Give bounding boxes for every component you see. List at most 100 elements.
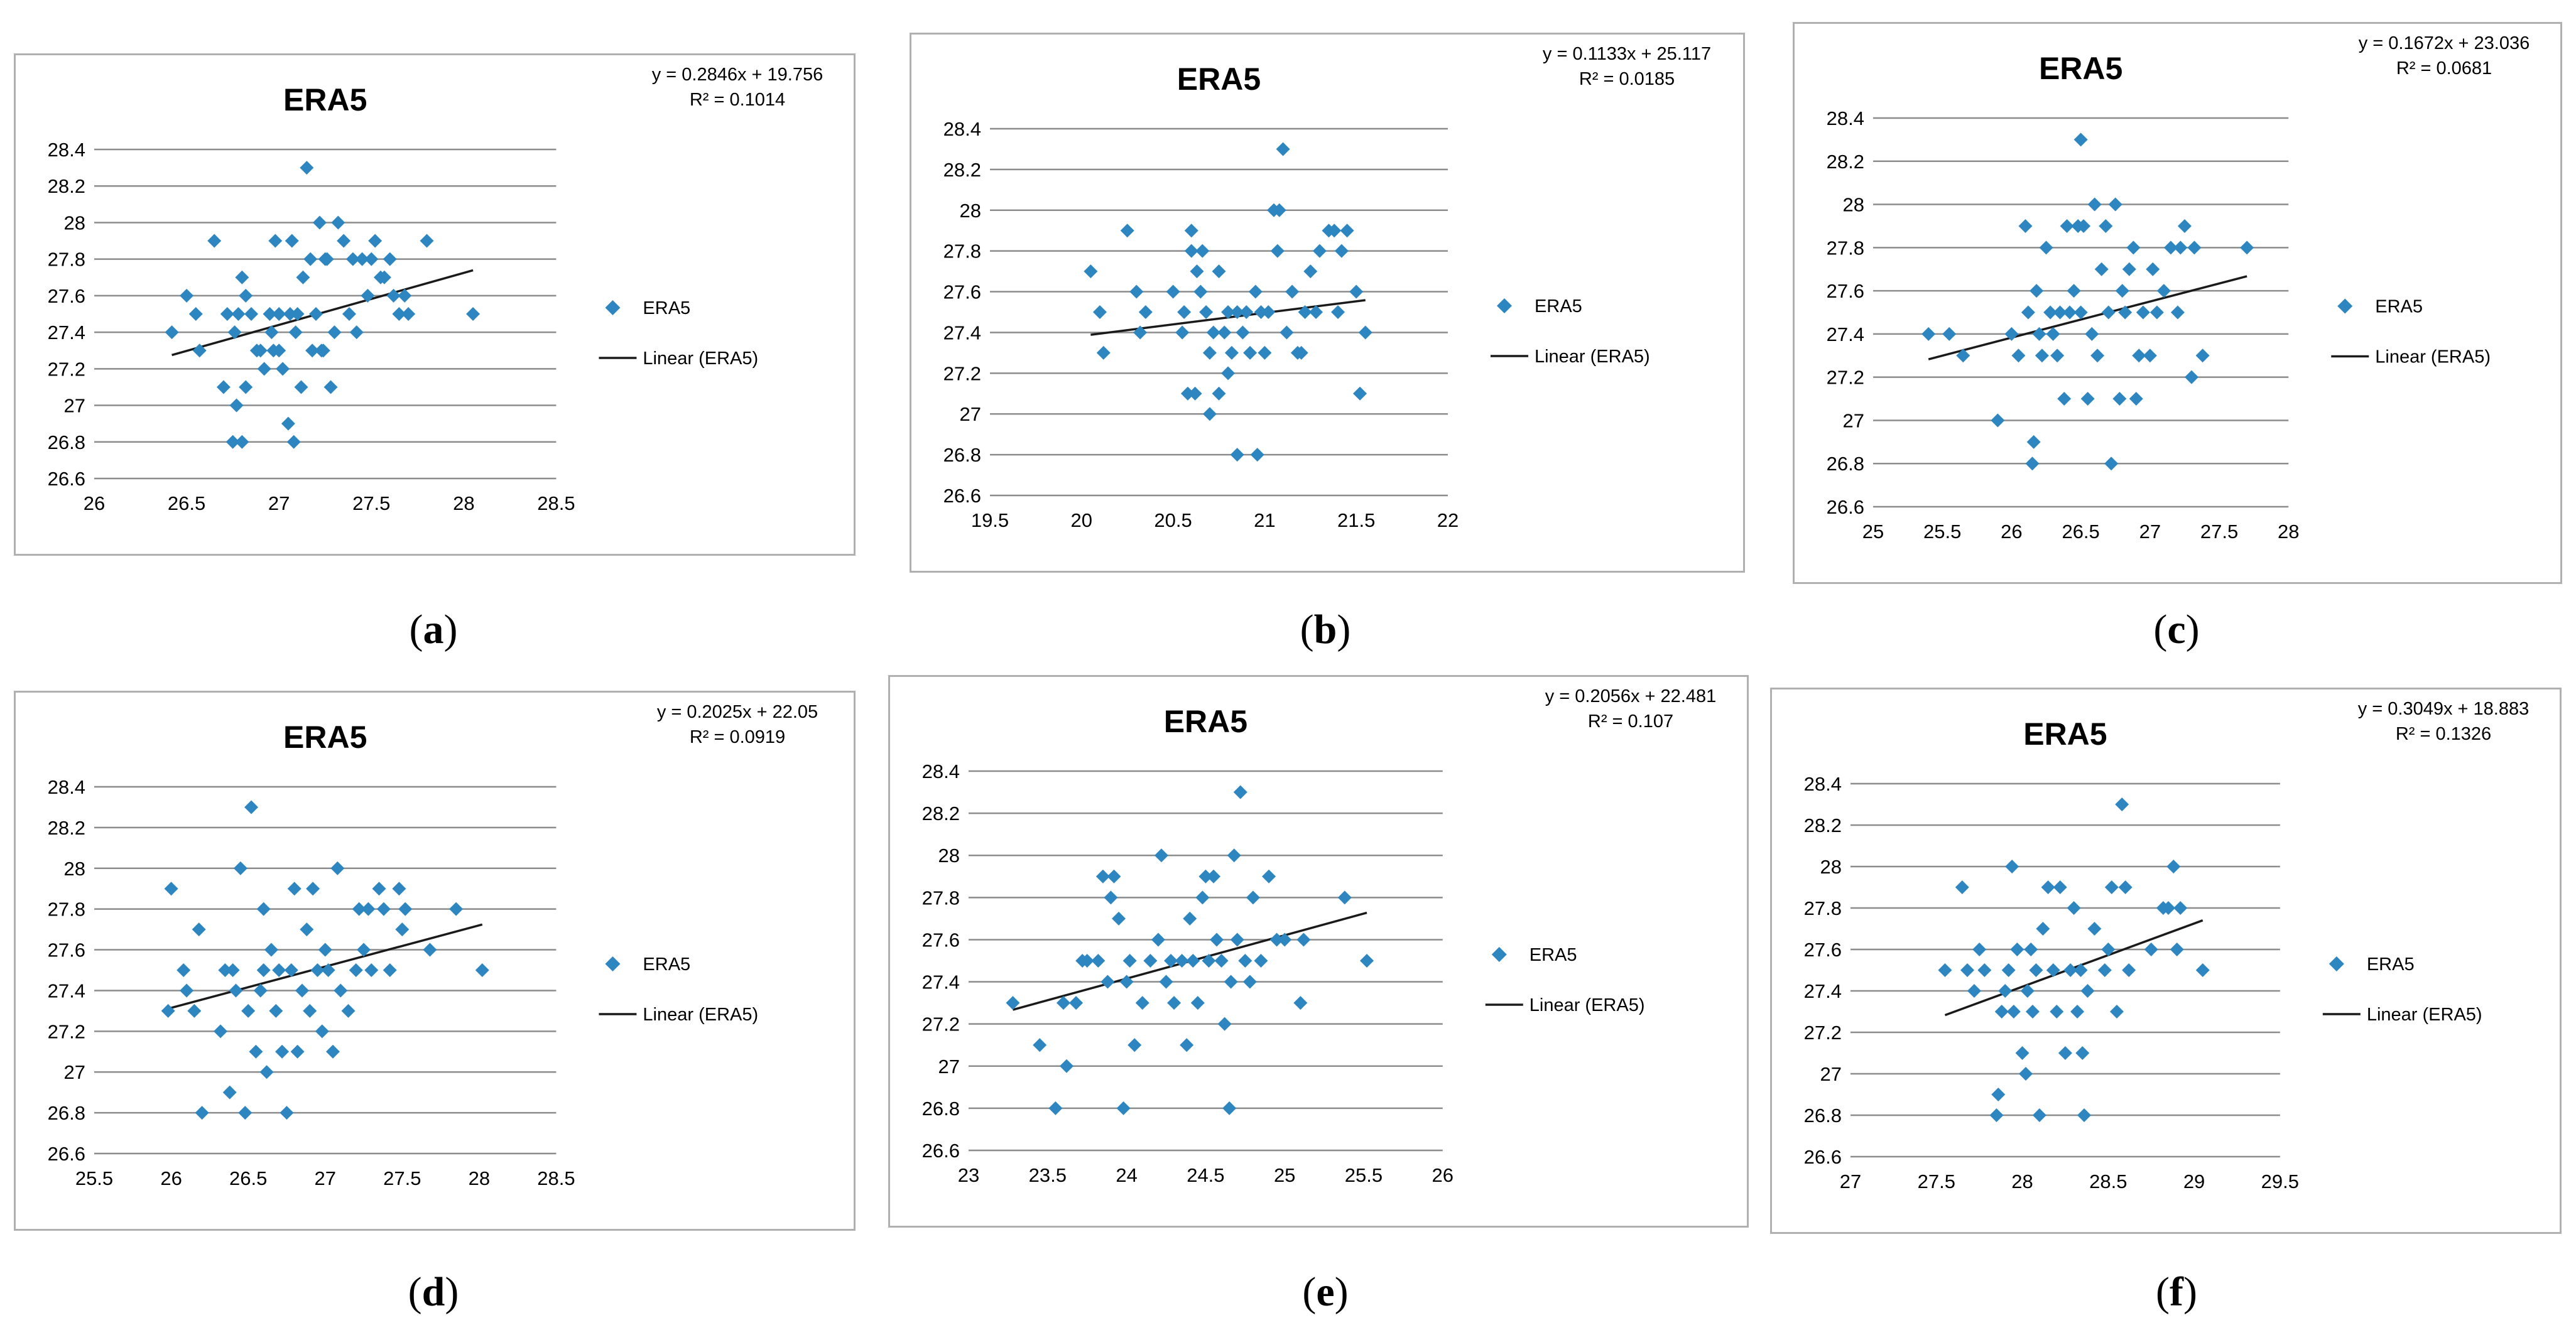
data-point bbox=[420, 234, 434, 248]
x-tick-label: 27.5 bbox=[2200, 521, 2238, 543]
data-point bbox=[1217, 1017, 1232, 1031]
data-point bbox=[2122, 262, 2136, 276]
y-tick-label: 27.4 bbox=[1827, 323, 1864, 345]
data-point bbox=[264, 943, 278, 957]
r-squared-label: R² = 0.0681 bbox=[2396, 58, 2492, 78]
data-point bbox=[288, 325, 303, 340]
x-tick-label: 29.5 bbox=[2261, 1170, 2299, 1192]
y-tick-label: 28.4 bbox=[943, 118, 981, 140]
y-tick-label: 26.8 bbox=[1827, 453, 1864, 475]
data-point bbox=[1269, 932, 1284, 947]
data-point bbox=[315, 1024, 329, 1039]
y-tick-label: 27 bbox=[1843, 409, 1864, 431]
data-point bbox=[2058, 1046, 2072, 1060]
data-point bbox=[2108, 197, 2122, 212]
data-point bbox=[1227, 848, 1241, 863]
data-point bbox=[2173, 901, 2188, 915]
data-point bbox=[2166, 860, 2181, 873]
data-point bbox=[355, 252, 369, 266]
y-tick-label: 28.4 bbox=[48, 139, 85, 161]
y-tick-label: 27.2 bbox=[48, 358, 85, 380]
data-point bbox=[1258, 345, 1272, 360]
data-point bbox=[341, 1003, 356, 1018]
data-point bbox=[1296, 932, 1311, 947]
legend-marker bbox=[2337, 298, 2353, 314]
y-tick-label: 28 bbox=[1843, 194, 1864, 216]
y-tick-label: 27.4 bbox=[943, 322, 981, 343]
data-point bbox=[475, 963, 489, 977]
data-point bbox=[244, 307, 259, 321]
data-point bbox=[2039, 241, 2053, 255]
data-point bbox=[284, 963, 298, 977]
x-tick-label: 27 bbox=[2139, 521, 2161, 543]
data-point bbox=[1353, 386, 1367, 401]
data-point bbox=[2006, 1005, 2021, 1019]
data-point bbox=[1340, 224, 1354, 238]
y-tick-label: 27.2 bbox=[48, 1020, 85, 1042]
x-tick-label: 25.5 bbox=[1923, 521, 1961, 543]
data-point bbox=[192, 922, 206, 937]
chart-title: ERA5 bbox=[283, 82, 367, 117]
data-point bbox=[305, 343, 320, 358]
data-point bbox=[296, 270, 310, 284]
data-point bbox=[1293, 996, 1308, 1010]
y-tick-label: 27.6 bbox=[943, 281, 981, 303]
y-tick-label: 26.6 bbox=[1804, 1146, 1842, 1168]
data-point bbox=[1217, 325, 1232, 340]
data-point bbox=[323, 380, 338, 394]
data-point bbox=[2195, 349, 2210, 363]
data-point bbox=[2053, 880, 2067, 894]
data-point bbox=[361, 902, 376, 916]
data-point bbox=[1180, 386, 1195, 401]
data-point bbox=[345, 252, 360, 266]
data-point bbox=[1138, 305, 1153, 319]
data-point bbox=[188, 307, 203, 321]
y-tick-label: 26.6 bbox=[48, 468, 85, 490]
y-tick-label: 27.8 bbox=[48, 249, 85, 271]
x-tick-label: 28 bbox=[2278, 521, 2299, 543]
y-tick-label: 26.8 bbox=[922, 1098, 960, 1120]
data-point bbox=[229, 398, 244, 413]
data-point bbox=[2019, 1067, 2033, 1081]
data-point bbox=[1202, 345, 1217, 360]
data-point bbox=[1101, 975, 1115, 989]
data-point bbox=[1202, 407, 1217, 421]
data-point bbox=[2087, 922, 2102, 936]
data-point bbox=[272, 343, 286, 358]
data-point bbox=[2112, 392, 2127, 406]
chart-panel-c: 26.6 26.8 27 27.2 27.4 27.6 27.8 28 28.2 28.4 25 25… bbox=[1793, 22, 2562, 584]
data-point bbox=[1069, 996, 1084, 1010]
data-point bbox=[2021, 305, 2035, 320]
y-tick-label: 27 bbox=[64, 395, 85, 417]
data-point bbox=[364, 963, 379, 977]
data-point bbox=[386, 288, 401, 303]
data-point bbox=[1175, 325, 1190, 340]
data-point bbox=[283, 307, 297, 321]
data-point bbox=[1270, 244, 1285, 258]
legend-series-label: ERA5 bbox=[2367, 954, 2415, 975]
data-point bbox=[2118, 305, 2133, 320]
data-point bbox=[398, 902, 413, 916]
legend-trend-label: Linear (ERA5) bbox=[2367, 1005, 2482, 1025]
chart-title: ERA5 bbox=[2023, 716, 2107, 752]
data-point bbox=[1129, 284, 1144, 299]
legend-trend-label: Linear (ERA5) bbox=[643, 1005, 758, 1025]
data-point bbox=[290, 307, 305, 321]
data-point bbox=[1180, 1038, 1194, 1052]
y-tick-label: 26.8 bbox=[1804, 1105, 1842, 1127]
data-point bbox=[233, 861, 247, 875]
panel-label-a: (a) bbox=[409, 607, 458, 652]
data-point bbox=[216, 380, 231, 394]
data-point bbox=[1154, 848, 1168, 863]
data-point bbox=[1331, 305, 1345, 319]
data-point bbox=[2062, 305, 2077, 320]
chart-svg: 26.6 26.8 27 27.2 27.4 27.6 27.8 28 28.2 28.4 19.5… bbox=[943, 44, 1711, 531]
chart-panel-e: 26.6 26.8 27 27.2 27.4 27.6 27.8 28 28.2 28.4 23 23… bbox=[888, 675, 1749, 1228]
data-point bbox=[231, 307, 246, 321]
data-point bbox=[2005, 860, 2019, 873]
data-point bbox=[227, 325, 242, 340]
data-point bbox=[2067, 284, 2081, 298]
data-point bbox=[1278, 932, 1292, 947]
data-point bbox=[285, 234, 299, 248]
x-tick-label: 28 bbox=[469, 1167, 490, 1189]
